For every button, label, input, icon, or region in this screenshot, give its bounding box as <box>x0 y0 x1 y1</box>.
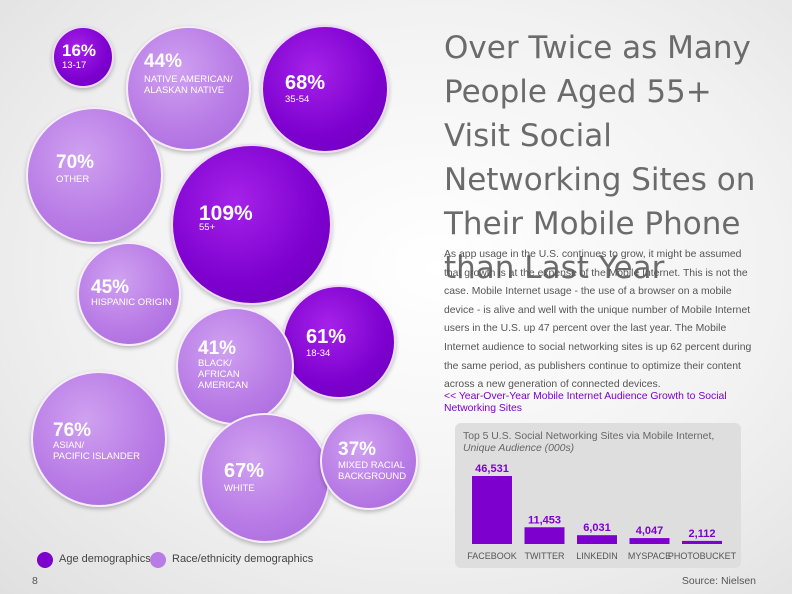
bar-chart-subtitle: Unique Audience (000s) <box>463 443 575 454</box>
chart-reference-link[interactable]: << Year-Over-Year Mobile Internet Audien… <box>444 391 727 414</box>
bar-photobucket <box>682 540 722 544</box>
bar-myspace <box>629 538 670 544</box>
bubble-value: 70% <box>56 152 95 173</box>
legend-swatch-age <box>37 552 53 568</box>
bubble-value: 61% <box>306 326 347 348</box>
bubble-label: 55+ <box>199 222 216 233</box>
bubble-value: 67% <box>224 460 265 482</box>
bar-value-label: 2,112 <box>689 528 716 540</box>
bubble-value: 109% <box>199 202 253 225</box>
bubble-label: ASIAN/PACIFIC ISLANDER <box>53 440 140 462</box>
bar-value-label: 4,047 <box>636 525 664 537</box>
bubble-value: 44% <box>144 51 183 72</box>
bubble-value: 37% <box>338 439 377 460</box>
bubble-label: OTHER <box>56 174 90 185</box>
bubble-label: 35-54 <box>285 94 310 105</box>
bar-category-label: TWITTER <box>525 551 565 561</box>
bubble-value: 45% <box>91 277 130 298</box>
bubble-value: 16% <box>62 41 97 60</box>
bubble-age-55-plus: 109% 55+ <box>171 144 332 305</box>
bar-value-label: 6,031 <box>583 522 611 534</box>
bubble-age-18-34: 61% 18-34 <box>282 285 396 399</box>
legend-swatch-race <box>150 552 166 568</box>
bar-value-label: 46,531 <box>475 463 509 475</box>
bar-category-label: MYSPACE <box>628 551 671 561</box>
bubble-race-black: 41% BLACK/AFRICAN AMERICAN <box>176 307 294 425</box>
bar-category-label: PHOTOBUCKET <box>668 551 737 561</box>
bubble-label: 13-17 <box>62 60 87 71</box>
bubble-race-hispanic: 45% HISPANIC ORIGIN <box>77 242 181 346</box>
page-title: Over Twice as Many People Aged 55+ Visit… <box>444 30 756 286</box>
bar-chart-title: Top 5 U.S. Social Networking Sites via M… <box>463 431 715 442</box>
bubble-label: 18-34 <box>306 348 331 359</box>
bubble-race-native-american: 44% NATIVE AMERICAN/ALASKAN NATIVE <box>126 26 251 151</box>
bar-category-label: FACEBOOK <box>467 551 517 561</box>
source-note: Source: Nielsen <box>681 575 756 587</box>
bar-value-label: 11,453 <box>528 514 561 526</box>
page-number: 8 <box>32 575 38 587</box>
bubble-label: HISPANIC ORIGIN <box>91 297 172 308</box>
bubble-race-other: 70% OTHER <box>26 107 163 244</box>
legend-label-race: Race/ethnicity demographics <box>172 553 314 565</box>
bar-linkedin <box>577 535 617 544</box>
bubble-age-35-54: 68% 35-54 <box>261 25 389 153</box>
bubble-label: WHITE <box>224 483 255 494</box>
bar-chart: 46,531 FACEBOOK 11,453 TWITTER 6,031 LINKEDIN… <box>467 463 737 561</box>
bubble-value: 41% <box>198 338 237 359</box>
bubble-race-mixed: 37% MIXED RACIAL BACKGROUND <box>320 412 418 510</box>
bubble-race-asian: 76% ASIAN/PACIFIC ISLANDER <box>31 371 167 507</box>
bar-category-label: LINKEDIN <box>576 551 618 561</box>
body-paragraph: As app usage in the U.S. continues to gr… <box>444 249 752 391</box>
bubble-age-13-17: 16% 13-17 <box>52 26 114 88</box>
bubble-value: 76% <box>53 420 92 441</box>
legend-label-age: Age demographics <box>59 553 151 565</box>
bar-facebook <box>472 476 512 544</box>
bubble-race-white: 67% WHITE <box>200 413 330 543</box>
bubble-label: MIXED RACIAL BACKGROUND <box>338 460 407 482</box>
bar-twitter <box>524 527 565 544</box>
bubble-label: BLACK/AFRICAN AMERICAN <box>198 358 249 391</box>
bubble-value: 68% <box>285 72 326 94</box>
bubble-label: NATIVE AMERICAN/ALASKAN NATIVE <box>144 74 233 96</box>
bar-chart-panel: Top 5 U.S. Social Networking Sites via M… <box>455 423 741 568</box>
